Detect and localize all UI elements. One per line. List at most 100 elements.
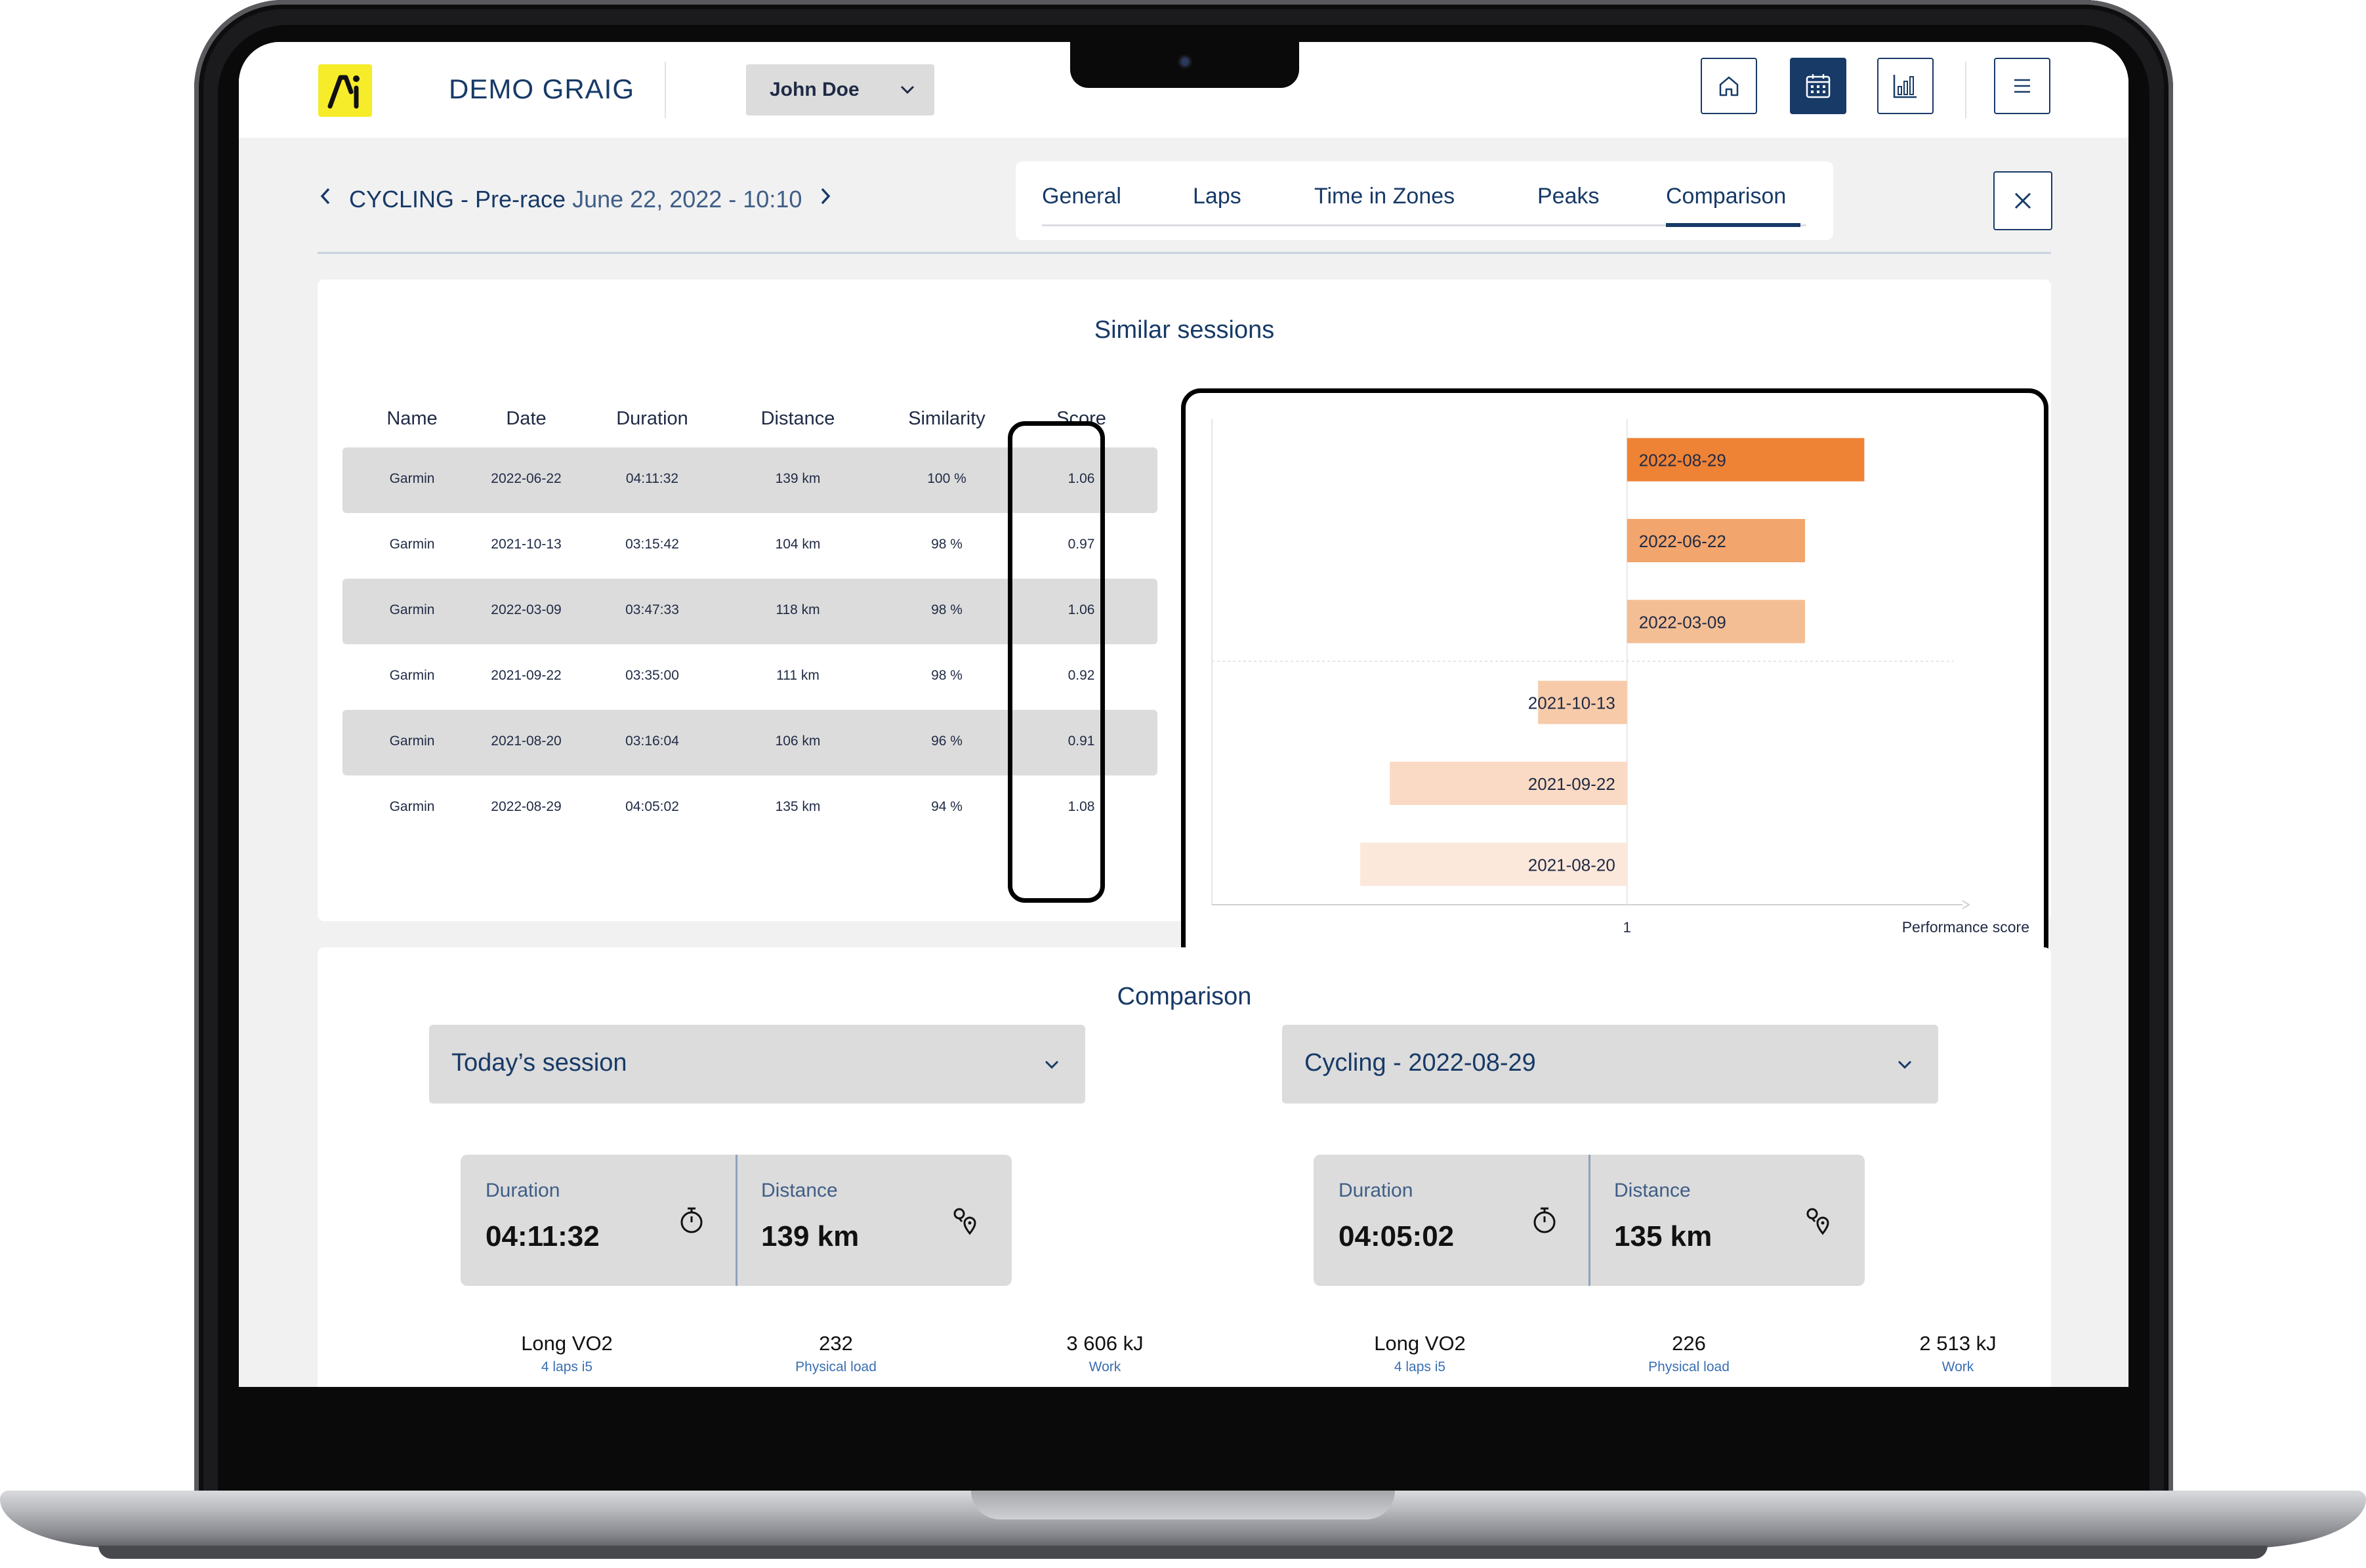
cell-score: 1.06 bbox=[1068, 471, 1095, 486]
distance-value: 135 km bbox=[1614, 1220, 1712, 1252]
table-row[interactable]: Garmin 2021-09-22 03:35:00 111 km 98 % 0… bbox=[342, 644, 1157, 710]
cell-score: 1.08 bbox=[1068, 799, 1095, 814]
cell-similarity: 98 % bbox=[931, 602, 963, 617]
table-row[interactable]: Garmin 2021-10-13 03:15:42 104 km 98 % 0… bbox=[342, 513, 1157, 579]
cell-score: 0.92 bbox=[1068, 668, 1095, 683]
distance-label: Distance bbox=[761, 1180, 838, 1201]
table-row[interactable]: Garmin 2022-06-22 04:11:32 139 km 100 % … bbox=[342, 447, 1157, 513]
close-icon bbox=[2014, 192, 2031, 209]
cell-name: Garmin bbox=[389, 471, 435, 486]
column-header-duration: Duration bbox=[616, 408, 688, 429]
menu-button[interactable] bbox=[1994, 58, 2050, 114]
stats-button[interactable] bbox=[1877, 58, 1934, 114]
distance-label: Distance bbox=[1614, 1180, 1691, 1201]
team-name: DEMO GRAIG bbox=[449, 73, 635, 104]
tab-general[interactable]: General bbox=[1042, 184, 1121, 209]
stat-divider bbox=[736, 1155, 737, 1286]
similar-sessions-title: Similar sessions bbox=[1094, 316, 1275, 344]
metric-value: 226 bbox=[1672, 1332, 1706, 1355]
right-metric-workout: Long VO2 4 laps i5 bbox=[1374, 1332, 1466, 1375]
x-axis-label: Performance score bbox=[1902, 918, 2029, 936]
tab-laps[interactable]: Laps bbox=[1193, 184, 1241, 209]
logo-mark-icon bbox=[327, 75, 360, 109]
tab-comparison[interactable]: Comparison bbox=[1666, 184, 1787, 209]
stopwatch-icon bbox=[680, 1207, 703, 1233]
metric-value: Long VO2 bbox=[1374, 1332, 1466, 1355]
route-pin-icon bbox=[953, 1208, 976, 1235]
metric-value: Long VO2 bbox=[521, 1332, 613, 1355]
cell-name: Garmin bbox=[389, 733, 435, 749]
table-row[interactable]: Garmin 2022-03-09 03:47:33 118 km 98 % 1… bbox=[342, 579, 1157, 644]
performance-chart-svg: 2022-08-29 2022-06-22 2022-03-09 2021-10-13… bbox=[1211, 419, 2029, 936]
bar-label: 2022-03-09 bbox=[1639, 612, 1726, 632]
calendar-button[interactable] bbox=[1790, 58, 1846, 114]
right-metric-work: 2 513 kJ Work bbox=[1919, 1332, 1996, 1375]
stopwatch-icon bbox=[1533, 1207, 1556, 1233]
chart-bar bbox=[1627, 438, 1865, 482]
right-distance-stat: Distance 135 km bbox=[1589, 1155, 1865, 1286]
prev-session-icon[interactable] bbox=[318, 185, 333, 214]
column-header-name: Name bbox=[386, 408, 438, 429]
cell-duration: 03:35:00 bbox=[625, 668, 679, 683]
chevron-down-icon bbox=[1898, 1060, 1912, 1069]
close-button[interactable] bbox=[1993, 171, 2052, 230]
tab-peaks[interactable]: Peaks bbox=[1537, 184, 1600, 209]
chevron-down-icon bbox=[900, 85, 915, 94]
score-column-highlight bbox=[1008, 421, 1105, 903]
cell-date: 2021-10-13 bbox=[491, 537, 562, 552]
left-stats-box: Duration 04:11:32 Distance 139 km bbox=[461, 1155, 1012, 1286]
chart-bar bbox=[1627, 519, 1805, 562]
metric-caption: 4 laps i5 bbox=[1394, 1359, 1446, 1374]
cell-distance: 139 km bbox=[775, 471, 821, 486]
right-duration-stat: Duration 04:05:02 bbox=[1314, 1155, 1589, 1286]
chart-bar bbox=[1360, 842, 1627, 886]
app-logo[interactable] bbox=[318, 64, 372, 117]
chart-bar bbox=[1538, 680, 1627, 724]
cell-score: 0.91 bbox=[1068, 733, 1095, 749]
cell-date: 2022-08-29 bbox=[491, 799, 562, 814]
left-session-select[interactable]: Today’s session bbox=[429, 1025, 1085, 1104]
bar-label: 2021-08-20 bbox=[1528, 855, 1615, 875]
bar-label: 2021-09-22 bbox=[1528, 774, 1615, 794]
bar-label: 2022-06-22 bbox=[1639, 531, 1726, 551]
right-session-select[interactable]: Cycling - 2022-08-29 bbox=[1282, 1025, 1938, 1104]
similar-sessions-card: Similar sessions Name Date Duration Dist… bbox=[318, 279, 2051, 966]
table-row[interactable]: Garmin 2022-08-29 04:05:02 135 km 94 % 1… bbox=[342, 775, 1157, 841]
cell-date: 2021-09-22 bbox=[491, 668, 562, 683]
session-datetime: June 22, 2022 - 10:10 bbox=[572, 186, 802, 213]
cell-duration: 04:11:32 bbox=[625, 471, 679, 486]
cell-similarity: 96 % bbox=[931, 733, 963, 749]
section-divider bbox=[318, 252, 2051, 254]
metric-value: 2 513 kJ bbox=[1919, 1332, 1997, 1355]
metric-value: 232 bbox=[819, 1332, 853, 1355]
cell-name: Garmin bbox=[389, 537, 435, 552]
active-tab-indicator bbox=[1666, 223, 1800, 227]
cell-distance: 111 km bbox=[776, 668, 820, 683]
right-metric-physical-load: 226 Physical load bbox=[1648, 1332, 1730, 1375]
cell-duration: 03:15:42 bbox=[625, 537, 679, 552]
laptop-base-notch bbox=[971, 1491, 1395, 1519]
left-duration-stat: Duration 04:11:32 bbox=[461, 1155, 736, 1286]
right-stats-box: Duration 04:05:02 Distance 135 km bbox=[1314, 1155, 1865, 1286]
comparison-title: Comparison bbox=[1117, 983, 1252, 1010]
table-row[interactable]: Garmin 2021-08-20 03:16:04 106 km 96 % 0… bbox=[342, 710, 1157, 775]
duration-value: 04:11:32 bbox=[486, 1220, 600, 1252]
home-button[interactable] bbox=[1701, 58, 1757, 114]
chart-bar bbox=[1390, 762, 1627, 805]
metric-caption: Work bbox=[1089, 1359, 1121, 1374]
tabs-underline bbox=[1042, 224, 1806, 226]
athlete-select[interactable]: John Doe bbox=[746, 64, 934, 115]
left-metric-workout: Long VO2 4 laps i5 bbox=[521, 1332, 613, 1375]
column-header-distance: Distance bbox=[760, 408, 835, 429]
camera-notch bbox=[1070, 42, 1299, 88]
cell-date: 2022-06-22 bbox=[491, 471, 562, 486]
next-session-icon[interactable] bbox=[818, 185, 833, 214]
cell-name: Garmin bbox=[389, 668, 435, 683]
tab-time-in-zones[interactable]: Time in Zones bbox=[1314, 184, 1455, 209]
session-navigator: CYCLING - Pre-race June 22, 2022 - 10:10 bbox=[318, 185, 833, 214]
cell-duration: 03:16:04 bbox=[625, 733, 679, 749]
metric-caption: 4 laps i5 bbox=[541, 1359, 593, 1374]
cell-date: 2022-03-09 bbox=[491, 602, 562, 617]
chart-icon bbox=[1893, 75, 1917, 98]
metric-value: 3 606 kJ bbox=[1066, 1332, 1144, 1355]
